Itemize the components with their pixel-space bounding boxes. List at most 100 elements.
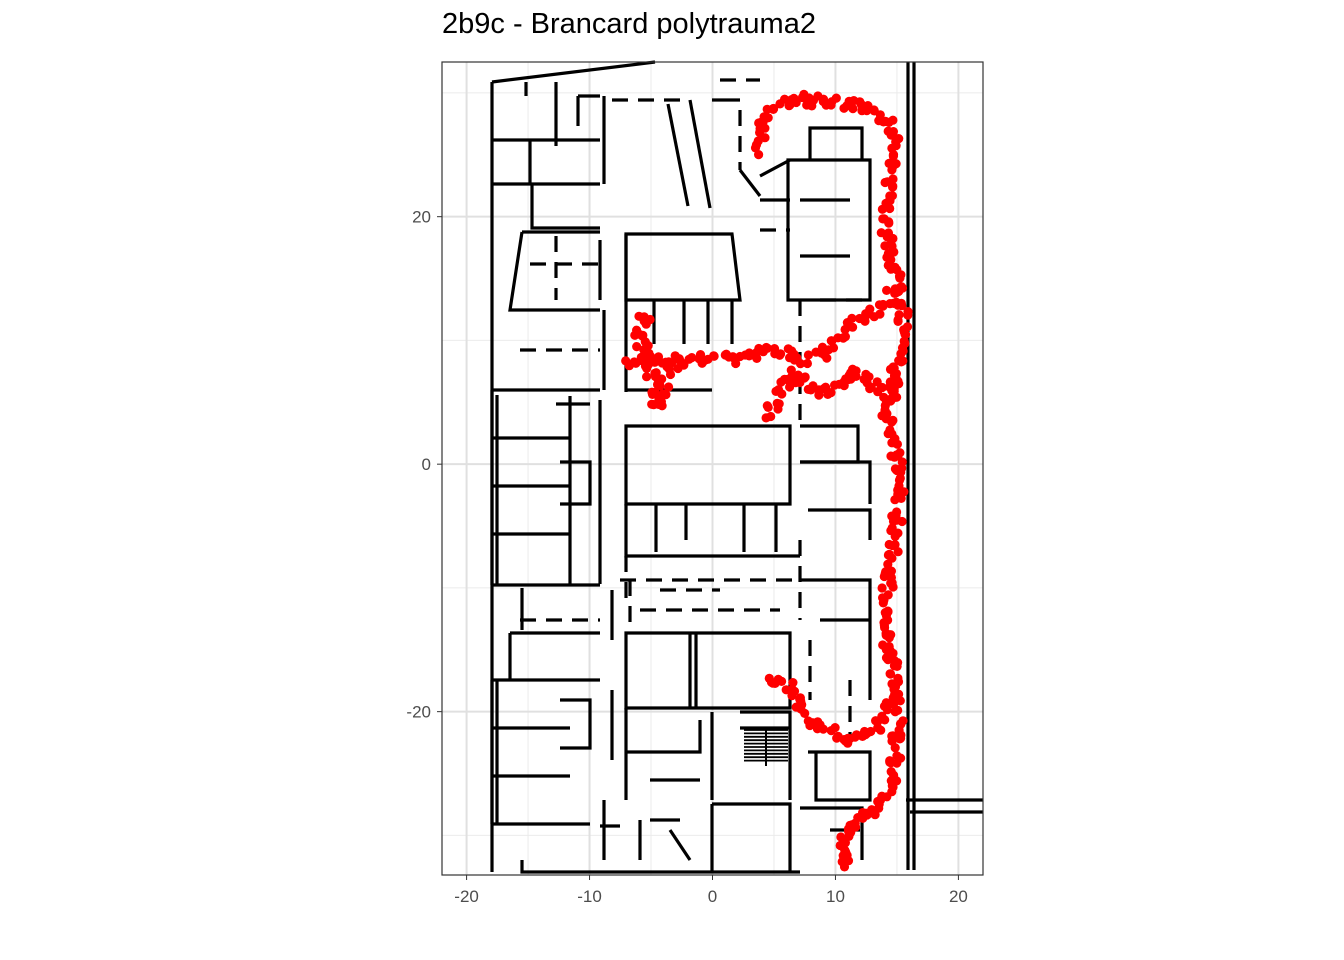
trajectory-point [883, 590, 893, 600]
trajectory-point [772, 398, 782, 408]
trajectory-point [811, 347, 821, 357]
trajectory-point [883, 607, 893, 617]
wall [738, 169, 762, 197]
x-tick-label: 0 [708, 887, 717, 906]
trajectory-point [890, 707, 900, 717]
trajectory-point [662, 362, 672, 372]
trajectory-point [886, 758, 896, 768]
trajectory-point [898, 716, 908, 726]
trajectory-point [754, 150, 764, 160]
trajectory-point [903, 310, 913, 320]
trajectory-point [890, 682, 901, 692]
trajectory-point [630, 330, 640, 340]
trajectory-point [882, 252, 892, 262]
floor-plan [490, 60, 983, 874]
wall [808, 126, 864, 160]
trajectory-point [879, 618, 889, 628]
trajectory-point [890, 464, 901, 474]
trajectory-point [884, 549, 894, 560]
trajectory-point [661, 390, 671, 400]
trajectory-point [775, 99, 785, 109]
trajectory-point [888, 115, 898, 125]
trajectory-point [762, 401, 772, 411]
trajectory-point [815, 720, 825, 730]
trajectory-point [892, 507, 902, 517]
trajectory-point [752, 353, 762, 363]
trajectory-point [803, 350, 814, 360]
trajectory-point [621, 356, 631, 366]
trajectory-point [758, 347, 768, 357]
trajectory-point [893, 673, 903, 683]
trajectory-point [892, 751, 902, 761]
trajectory-point [769, 104, 779, 114]
trajectory-point [675, 356, 685, 366]
trajectory-point [786, 365, 796, 375]
trajectory-point [879, 392, 889, 402]
trajectory-point [853, 813, 863, 823]
y-axis: -20 0 20 [406, 208, 442, 722]
wall [786, 158, 872, 302]
trajectory-point [898, 356, 908, 366]
y-tick-label: 0 [422, 455, 431, 474]
trajectory-point [894, 379, 904, 389]
trajectory-point [888, 582, 898, 592]
trajectory-point [878, 640, 888, 650]
trajectory-point [777, 676, 787, 687]
wall [530, 184, 600, 230]
trajectory-point [855, 313, 865, 324]
trajectory-point [830, 723, 840, 733]
wall [808, 750, 872, 802]
x-tick-label: -10 [577, 887, 602, 906]
trajectory-point [876, 725, 886, 735]
trajectory-points [621, 89, 913, 872]
trajectory-point [800, 708, 810, 719]
trajectory-point [877, 711, 887, 721]
trajectory-point [766, 411, 776, 422]
trajectory-point [887, 386, 897, 396]
trajectory-point [795, 377, 805, 388]
wall [688, 99, 712, 209]
trajectory-point [885, 425, 895, 435]
trajectory-point [890, 371, 900, 381]
trajectory-point [687, 353, 697, 363]
trajectory-point [879, 214, 889, 224]
x-tick-label: -20 [454, 887, 479, 906]
trajectory-point [642, 363, 652, 373]
trajectory-point [893, 547, 903, 557]
wall [624, 232, 742, 302]
y-tick-label: -20 [406, 703, 431, 722]
trajectory-point [882, 409, 892, 419]
y-tick-label: 20 [412, 208, 431, 227]
trajectory-point [770, 349, 780, 359]
trajectory-point [653, 352, 664, 362]
trajectory-point [850, 732, 860, 742]
wall [520, 860, 800, 874]
trajectory-point [840, 324, 850, 335]
trajectory-point [888, 697, 899, 707]
trajectory-point [843, 733, 853, 744]
wall [800, 806, 864, 860]
wall [560, 460, 592, 506]
trajectory-point [883, 559, 893, 569]
trajectory-point [885, 669, 895, 679]
wall [759, 158, 791, 178]
trajectory-point [892, 450, 902, 460]
trajectory-point [902, 322, 913, 332]
wall [624, 424, 792, 506]
trajectory-point [865, 384, 875, 394]
trajectory-point [673, 363, 683, 374]
trajectory-point [642, 372, 652, 382]
wall [808, 508, 872, 540]
trajectory-point [867, 805, 877, 815]
wall [740, 710, 792, 800]
trajectory-point [887, 526, 897, 536]
trajectory-point [877, 583, 887, 593]
trajectory-point [797, 92, 808, 103]
wall [668, 829, 692, 861]
wall [666, 103, 690, 207]
trajectory-point [805, 720, 815, 731]
trajectory-point [881, 653, 892, 663]
trajectory-point [823, 389, 833, 399]
wall [491, 60, 656, 84]
wall [800, 460, 872, 504]
